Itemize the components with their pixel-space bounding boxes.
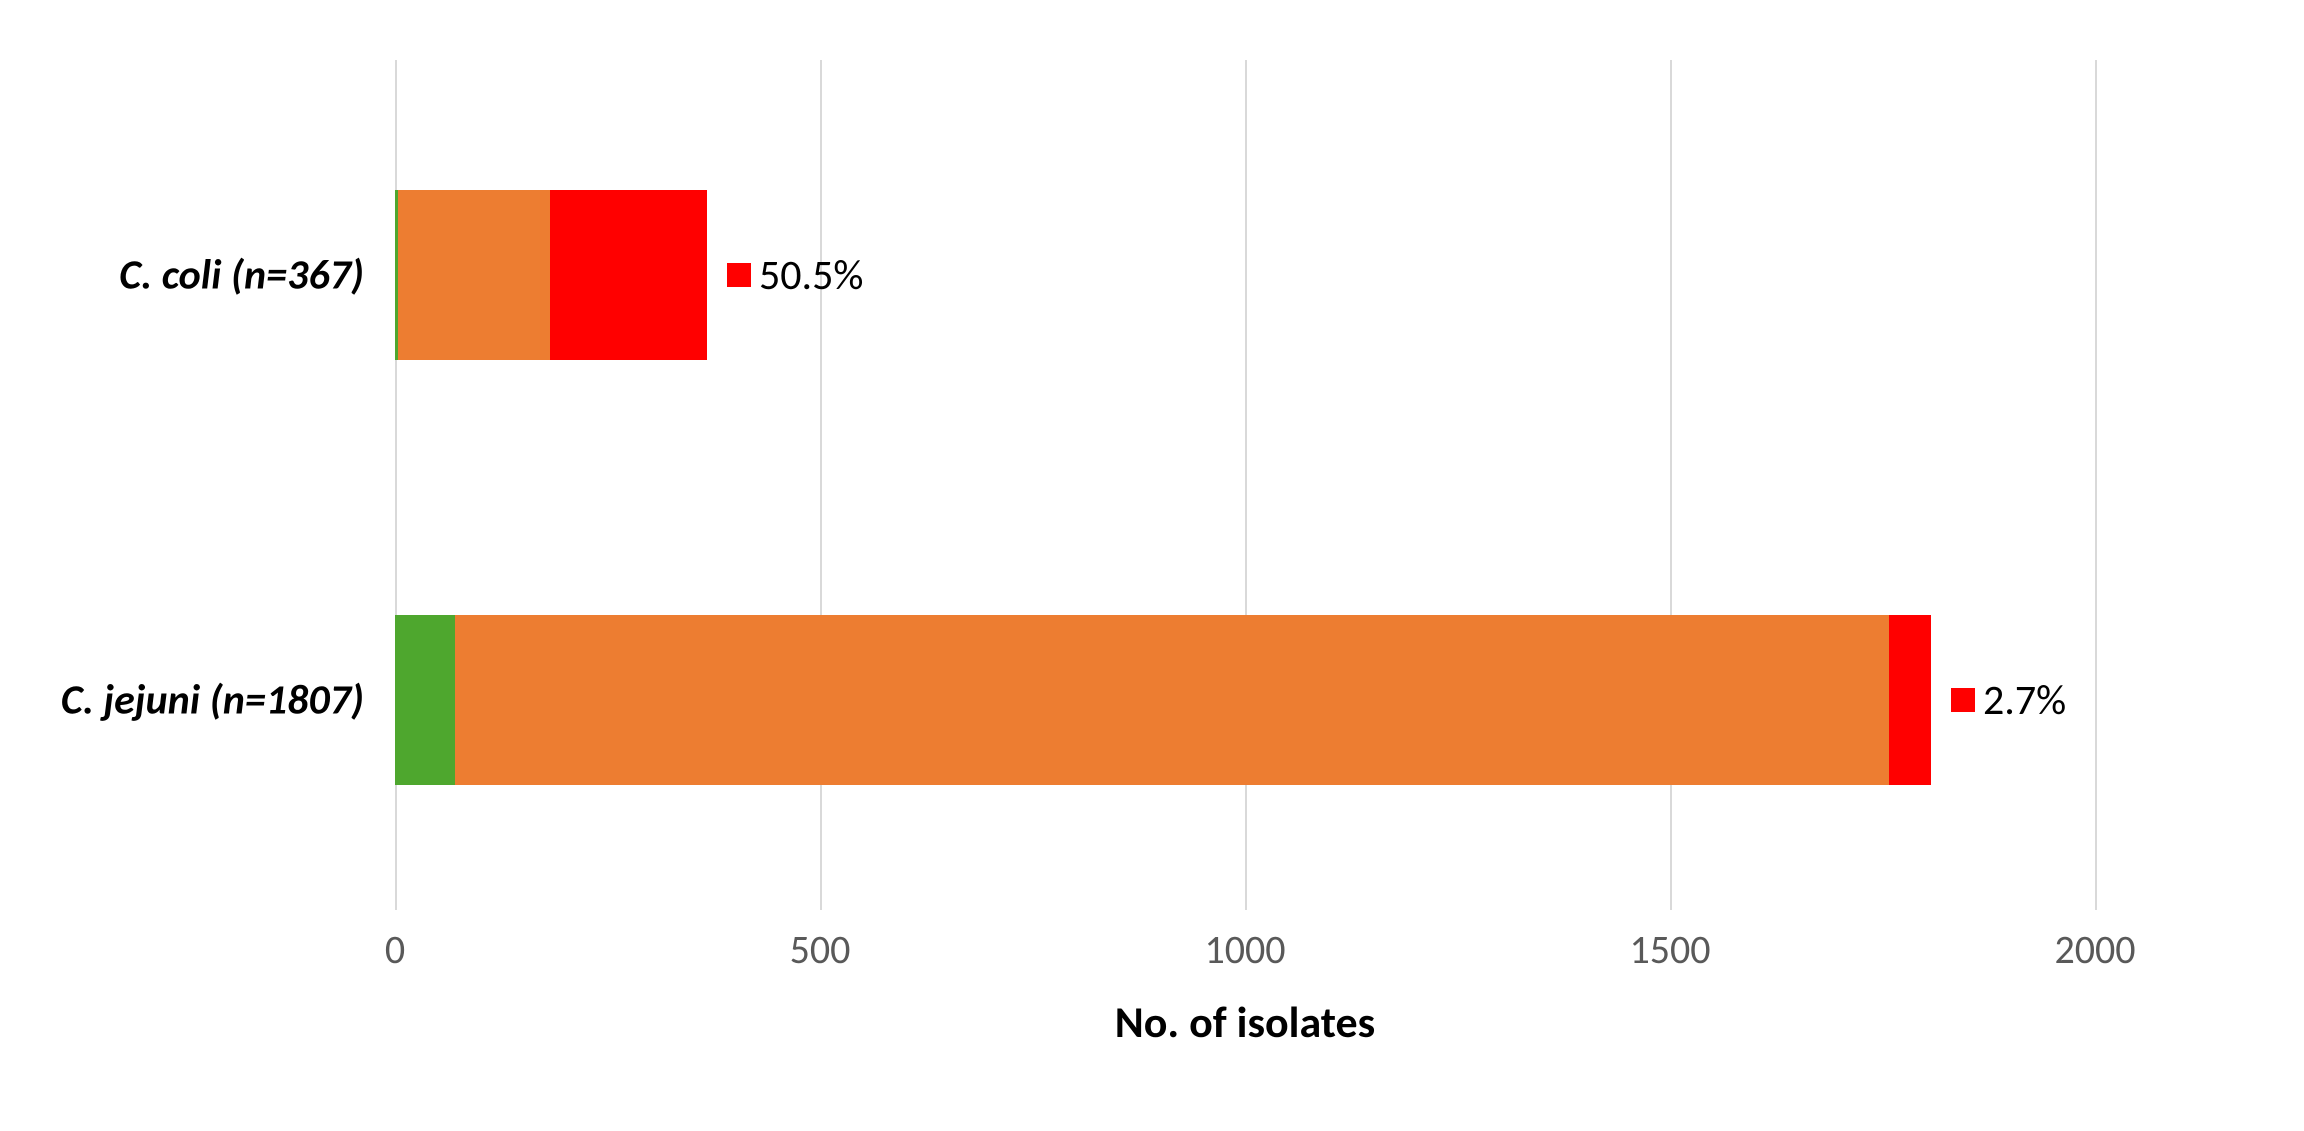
bar-segment-green <box>395 615 455 785</box>
bar-segment-orange <box>398 190 550 360</box>
data-label-text: 2.7% <box>1983 675 2066 726</box>
data-label-text: 50.5% <box>759 250 864 301</box>
bar-row-coli: 50.5% <box>395 190 863 360</box>
bar-stack <box>395 615 1931 785</box>
x-tick-label: 500 <box>790 925 851 974</box>
x-axis-title: No. of isolates <box>1115 995 1375 1049</box>
bar-row-jejuni: 2.7% <box>395 615 2066 785</box>
bar-segment-red <box>1889 615 1931 785</box>
gridline-3 <box>2095 60 2097 910</box>
x-tick-label: 1000 <box>1204 925 1285 974</box>
data-label: 2.7% <box>1951 675 2066 726</box>
bar-segment-red <box>550 190 707 360</box>
plot-area: 50.5% 2.7% <box>395 60 2095 910</box>
x-tick-label: 1500 <box>1629 925 1710 974</box>
bar-segment-orange <box>455 615 1890 785</box>
chart-container: 50.5% 2.7% C. coli (n=367) C. jejuni (n=… <box>40 40 2264 1091</box>
x-tick-label: 0 <box>385 925 405 974</box>
y-category-label: C. coli (n=367) <box>119 250 364 301</box>
legend-marker-icon <box>1951 688 1975 712</box>
x-tick-label: 2000 <box>2054 925 2135 974</box>
legend-marker-icon <box>727 263 751 287</box>
data-label: 50.5% <box>727 250 864 301</box>
bar-stack <box>395 190 707 360</box>
y-category-label: C. jejuni (n=1807) <box>61 675 364 726</box>
